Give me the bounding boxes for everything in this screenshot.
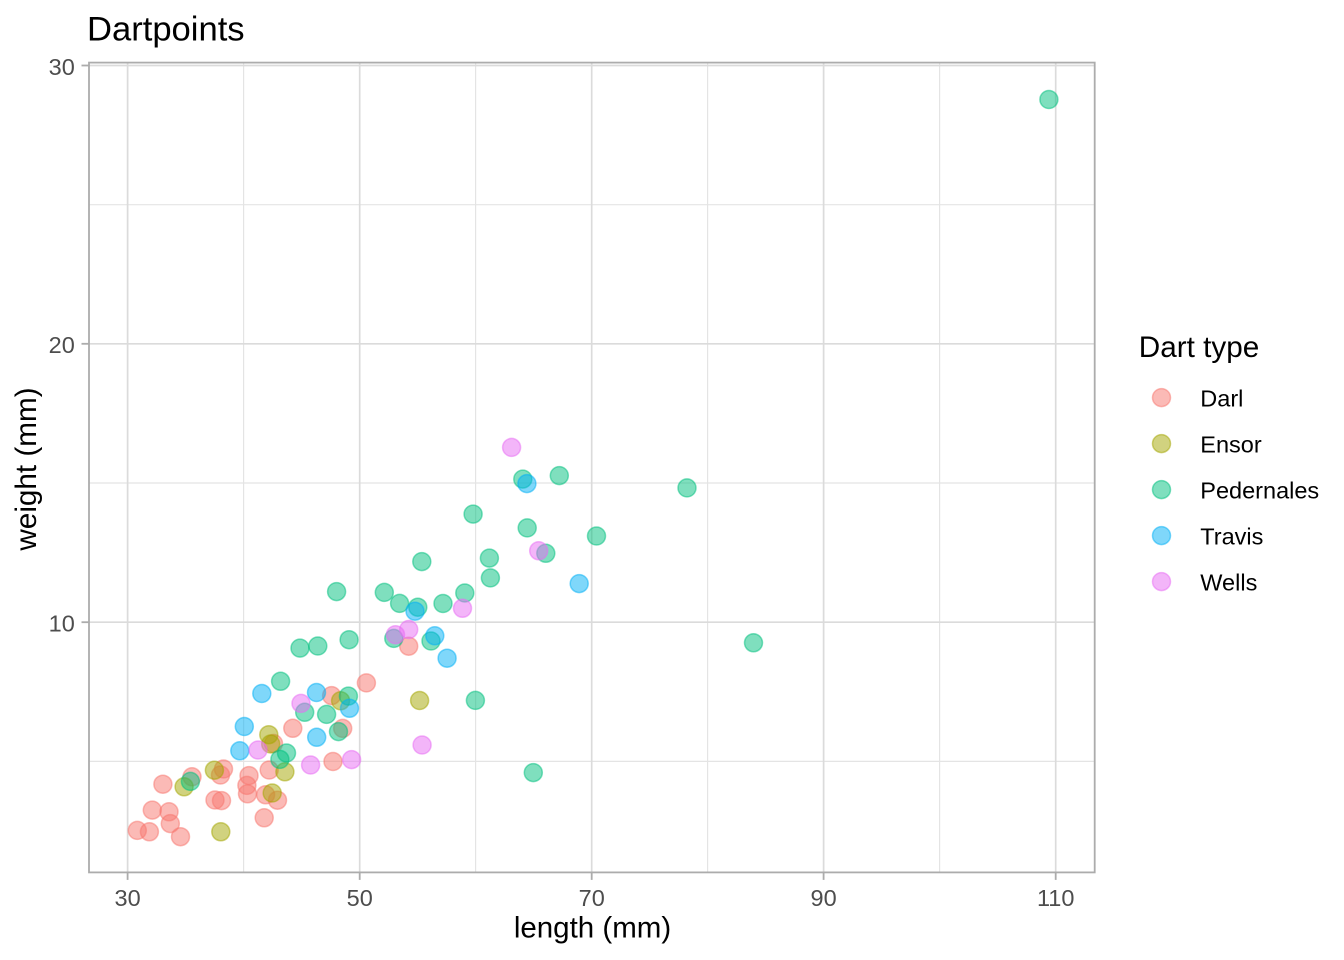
- svg-text:20: 20: [49, 332, 75, 358]
- svg-text:110: 110: [1037, 885, 1074, 911]
- svg-text:70: 70: [579, 885, 605, 911]
- svg-text:30: 30: [49, 54, 75, 80]
- svg-text:Dartpoints: Dartpoints: [87, 11, 245, 49]
- svg-text:weight (mm): weight (mm): [10, 387, 43, 551]
- svg-text:50: 50: [347, 885, 373, 911]
- svg-text:90: 90: [811, 885, 837, 911]
- svg-text:Dart type: Dart type: [1139, 331, 1259, 364]
- svg-text:Darl: Darl: [1200, 386, 1243, 412]
- svg-text:Pedernales: Pedernales: [1200, 478, 1319, 504]
- svg-text:30: 30: [115, 885, 141, 911]
- svg-text:10: 10: [49, 611, 75, 637]
- svg-text:Ensor: Ensor: [1200, 432, 1262, 458]
- svg-text:Wells: Wells: [1200, 570, 1257, 596]
- svg-text:length (mm): length (mm): [514, 912, 671, 945]
- svg-text:Travis: Travis: [1200, 524, 1263, 550]
